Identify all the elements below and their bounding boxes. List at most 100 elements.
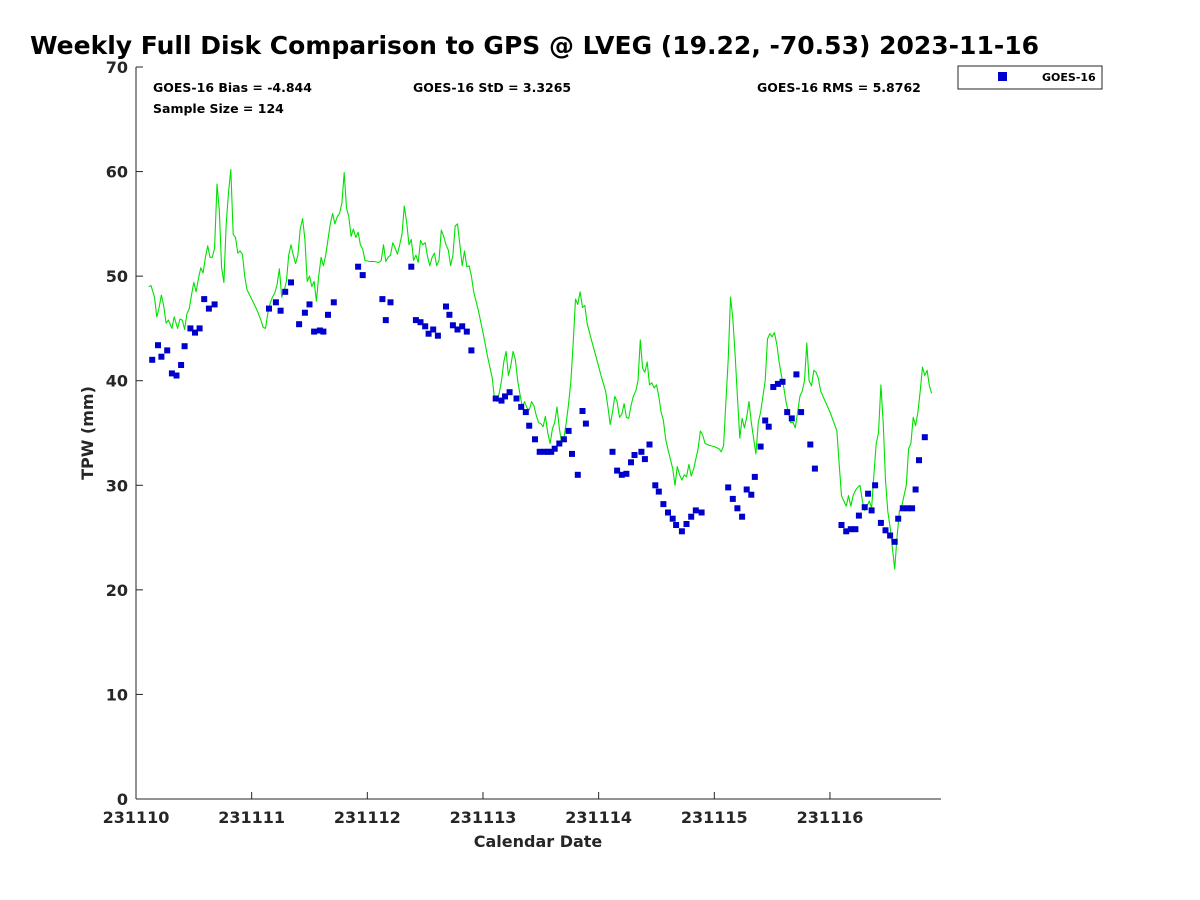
goes16-point: [574, 471, 581, 478]
goes16-point: [532, 436, 538, 443]
goes16-point: [729, 495, 736, 502]
legend: GOES-16: [957, 65, 1103, 90]
goes16-point: [536, 448, 543, 455]
goes16-point: [638, 448, 645, 455]
goes16-point: [446, 311, 453, 318]
goes16-point: [861, 504, 868, 511]
goes16-point: [652, 482, 659, 489]
goes16-point: [807, 441, 814, 448]
goes16-point: [628, 459, 634, 466]
goes16-point: [646, 441, 653, 448]
goes16-point: [843, 528, 850, 535]
goes16-point: [665, 509, 671, 516]
goes16-point: [579, 408, 586, 414]
goes16-point: [449, 322, 456, 329]
goes16-point: [641, 456, 648, 463]
goes16-point: [779, 378, 786, 385]
goes16-point: [855, 512, 862, 519]
y-tick-label: 60: [106, 163, 128, 182]
goes16-point: [725, 484, 732, 491]
goes16-point: [565, 427, 572, 434]
goes16-point: [506, 389, 513, 396]
goes16-point: [618, 471, 625, 478]
goes16-point: [266, 305, 272, 312]
goes16-point: [454, 326, 461, 333]
goes16-point: [692, 507, 699, 514]
goes16-point: [743, 486, 750, 493]
goes16-point: [847, 526, 854, 533]
x-tick-label: 231115: [681, 808, 748, 827]
goes16-point: [168, 370, 175, 377]
goes16-point: [502, 393, 508, 400]
goes16-point: [865, 490, 872, 497]
goes16-point: [774, 380, 781, 387]
plot-area: [136, 67, 941, 799]
goes16-point: [909, 505, 916, 512]
goes16-point: [288, 279, 294, 286]
axis-ticks: 0 10 20 30 40 50 60 70 231110 231111 231112 231113 2…: [103, 58, 864, 827]
goes16-point: [560, 436, 567, 443]
goes16-point: [196, 325, 203, 332]
goes16-point: [155, 342, 161, 349]
goes16-point: [739, 513, 746, 520]
goes16-point: [518, 403, 525, 410]
goes16-point: [359, 272, 366, 279]
goes16-point: [311, 328, 318, 335]
x-tick-label: 231111: [218, 808, 285, 827]
goes16-point: [459, 323, 466, 330]
goes16-point: [798, 409, 805, 416]
goes16-point: [408, 263, 415, 270]
goes16-point: [282, 288, 289, 295]
goes16-point: [164, 347, 171, 354]
goes16-point: [181, 343, 188, 350]
goes16-point: [498, 397, 505, 404]
legend-marker-goes16: [998, 72, 1007, 81]
y-tick-label: 40: [106, 372, 128, 391]
goes16-point: [683, 521, 690, 527]
y-tick-label: 0: [117, 790, 128, 809]
y-axis-label: TPW (mm): [78, 386, 97, 480]
goes16-point: [379, 296, 386, 303]
goes16-point: [277, 307, 284, 314]
goes16-point: [422, 323, 429, 330]
goes16-point: [912, 486, 919, 493]
goes16-point: [296, 321, 303, 328]
goes16-point: [762, 417, 769, 424]
goes16-point: [569, 450, 575, 457]
goes16-point: [301, 309, 308, 316]
goes16-point: [272, 299, 279, 306]
goes16-point: [192, 329, 198, 336]
goes16-point: [748, 491, 755, 498]
x-tick-label: 231114: [565, 808, 632, 827]
goes16-point: [425, 330, 432, 337]
x-axis-label: Calendar Date: [474, 832, 603, 851]
goes16-point: [548, 448, 555, 455]
stat-bias: GOES-16 Bias = -4.844: [153, 80, 312, 95]
goes16-point: [673, 522, 680, 528]
goes16-point: [882, 527, 889, 534]
goes16-point: [916, 457, 922, 464]
goes16-point: [316, 327, 323, 334]
goes16-point: [582, 420, 589, 427]
legend-box: [957, 65, 1103, 90]
goes16-point: [412, 317, 419, 324]
goes16-point: [852, 526, 859, 533]
goes16-point: [306, 301, 313, 308]
stat-std: GOES-16 StD = 3.3265: [413, 80, 571, 95]
goes16-series: [149, 263, 928, 545]
goes16-point: [173, 372, 180, 379]
goes16-point: [788, 415, 795, 422]
chart-title: Weekly Full Disk Comparison to GPS @ LVE…: [30, 31, 1039, 60]
goes16-point: [877, 519, 884, 526]
y-tick-label: 10: [106, 685, 128, 704]
goes16-point: [921, 434, 928, 441]
x-tick-label: 231113: [450, 808, 517, 827]
goes16-point: [430, 326, 437, 333]
goes16-point: [556, 440, 563, 447]
goes16-point: [522, 409, 529, 416]
goes16-point: [468, 347, 475, 354]
goes16-point: [205, 305, 212, 312]
y-tick-label: 70: [106, 58, 128, 77]
goes16-point: [734, 505, 741, 512]
